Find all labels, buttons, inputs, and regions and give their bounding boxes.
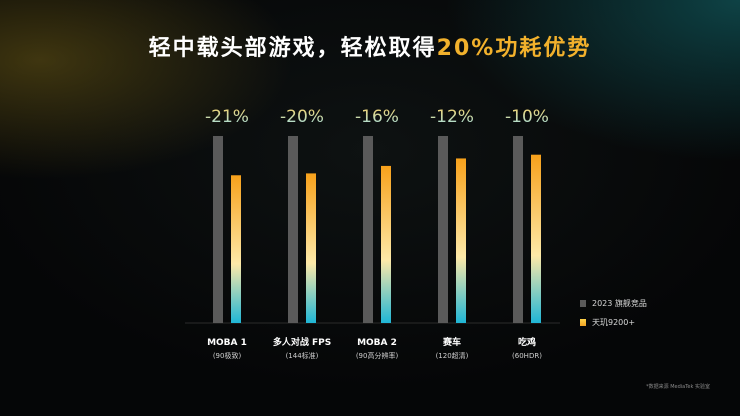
title-accent: 20%功耗优势	[436, 36, 592, 61]
category-note-3: (120超清)	[436, 351, 469, 360]
category-note-1: (144标准)	[286, 351, 319, 360]
legend-label-dimensity: 天玑9200+	[592, 317, 636, 327]
data-label-0: -21%	[205, 107, 249, 127]
legend-item-dimensity: 天玑9200+	[580, 315, 647, 329]
legend-item-competitor: 2023 旗舰竞品	[580, 296, 647, 310]
page-title: 轻中载头部游戏，轻松取得20%功耗优势	[0, 30, 740, 62]
data-label-3: -12%	[430, 107, 474, 127]
category-label-4: 吃鸡	[518, 336, 536, 348]
bar-competitor-3	[438, 136, 448, 323]
category-label-3: 赛车	[442, 336, 461, 348]
data-label-2: -16%	[355, 107, 399, 127]
bar-dimensity-2	[381, 165, 391, 323]
bar-competitor-2	[363, 136, 373, 323]
legend-label-competitor: 2023 旗舰竞品	[592, 298, 647, 308]
legend-swatch-gray	[580, 299, 586, 307]
legend: 2023 旗舰竞品 天玑9200+	[580, 296, 647, 334]
category-label-1: 多人对战 FPS	[273, 336, 331, 348]
category-note-2: (90高分辨率)	[356, 351, 399, 360]
bar-competitor-1	[288, 136, 298, 323]
category-note-4: (60HDR)	[512, 352, 542, 360]
bar-dimensity-0	[231, 175, 241, 323]
title-main: 轻中载头部游戏，轻松取得	[148, 36, 437, 61]
data-label-1: -20%	[280, 107, 324, 127]
data-label-4: -10%	[505, 107, 549, 127]
bar-competitor-4	[513, 136, 523, 323]
bar-dimensity-1	[306, 173, 316, 323]
category-label-2: MOBA 2	[357, 338, 397, 348]
bar-dimensity-4	[531, 154, 541, 323]
legend-swatch-gold	[580, 318, 586, 326]
bar-dimensity-3	[456, 158, 466, 323]
category-label-0: MOBA 1	[207, 338, 247, 348]
source-note: *数据来源 MediaTek 实验室	[646, 384, 710, 390]
category-note-0: (90极致)	[213, 351, 242, 360]
bar-competitor-0	[213, 136, 223, 323]
